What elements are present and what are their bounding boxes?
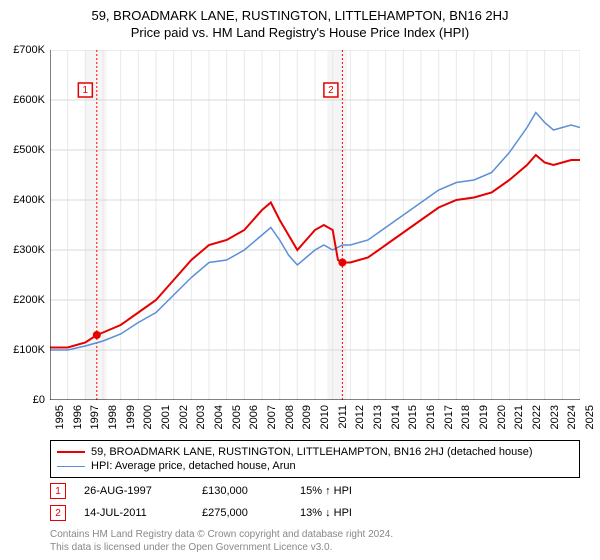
y-tick-label: £300K bbox=[0, 244, 45, 256]
x-tick-label: 2007 bbox=[266, 405, 278, 429]
x-tick-label: 2024 bbox=[566, 405, 578, 429]
chart-area: 12 £0£100K£200K£300K£400K£500K£600K£700K… bbox=[50, 50, 580, 400]
x-tick-label: 2016 bbox=[425, 405, 437, 429]
legend-item-hpi: HPI: Average price, detached house, Arun bbox=[57, 459, 573, 473]
x-tick-label: 2006 bbox=[248, 405, 260, 429]
x-tick-label: 1998 bbox=[107, 405, 119, 429]
y-tick-label: £500K bbox=[0, 144, 45, 156]
svg-text:2: 2 bbox=[328, 85, 334, 96]
x-tick-label: 2000 bbox=[142, 405, 154, 429]
y-tick-label: £600K bbox=[0, 94, 45, 106]
x-tick-label: 2020 bbox=[496, 405, 508, 429]
transaction-1-date: 26-AUG-1997 bbox=[84, 485, 184, 497]
x-tick-label: 1996 bbox=[72, 405, 84, 429]
transaction-2: 2 14-JUL-2011 £275,000 13% ↓ HPI bbox=[50, 502, 352, 524]
footer-line2: This data is licensed under the Open Gov… bbox=[50, 541, 393, 554]
x-tick-label: 2010 bbox=[319, 405, 331, 429]
x-tick-label: 2014 bbox=[390, 405, 402, 429]
transactions: 1 26-AUG-1997 £130,000 15% ↑ HPI 2 14-JU… bbox=[50, 480, 352, 524]
x-tick-label: 2021 bbox=[513, 405, 525, 429]
x-tick-label: 2019 bbox=[478, 405, 490, 429]
transaction-1: 1 26-AUG-1997 £130,000 15% ↑ HPI bbox=[50, 480, 352, 502]
legend-swatch-hpi bbox=[57, 466, 85, 467]
x-tick-label: 1995 bbox=[54, 405, 66, 429]
x-tick-label: 2003 bbox=[195, 405, 207, 429]
legend-item-property: 59, BROADMARK LANE, RUSTINGTON, LITTLEHA… bbox=[57, 445, 573, 459]
title-line2: Price paid vs. HM Land Registry's House … bbox=[0, 25, 600, 40]
y-tick-label: £400K bbox=[0, 194, 45, 206]
transaction-2-delta: 13% ↓ HPI bbox=[300, 507, 352, 519]
marker-badge-2: 2 bbox=[50, 505, 66, 521]
title-block: 59, BROADMARK LANE, RUSTINGTON, LITTLEHA… bbox=[0, 0, 600, 40]
transaction-2-date: 14-JUL-2011 bbox=[84, 507, 184, 519]
legend: 59, BROADMARK LANE, RUSTINGTON, LITTLEHA… bbox=[50, 440, 580, 478]
x-tick-label: 2013 bbox=[372, 405, 384, 429]
x-tick-label: 2025 bbox=[584, 405, 596, 429]
x-tick-label: 2009 bbox=[301, 405, 313, 429]
x-tick-label: 1997 bbox=[89, 405, 101, 429]
x-tick-label: 2002 bbox=[178, 405, 190, 429]
marker-badge-1: 1 bbox=[50, 483, 66, 499]
x-tick-label: 2018 bbox=[460, 405, 472, 429]
footer: Contains HM Land Registry data © Crown c… bbox=[50, 528, 393, 554]
transaction-1-price: £130,000 bbox=[202, 485, 282, 497]
x-tick-label: 2017 bbox=[443, 405, 455, 429]
y-tick-label: £0 bbox=[0, 394, 45, 406]
transaction-2-price: £275,000 bbox=[202, 507, 282, 519]
x-tick-label: 1999 bbox=[125, 405, 137, 429]
x-tick-label: 2001 bbox=[160, 405, 172, 429]
x-tick-label: 2004 bbox=[213, 405, 225, 429]
x-tick-label: 2022 bbox=[531, 405, 543, 429]
svg-text:1: 1 bbox=[83, 85, 89, 96]
x-tick-label: 2012 bbox=[354, 405, 366, 429]
footer-line1: Contains HM Land Registry data © Crown c… bbox=[50, 528, 393, 541]
y-tick-label: £100K bbox=[0, 344, 45, 356]
x-tick-label: 2008 bbox=[284, 405, 296, 429]
chart-container: 59, BROADMARK LANE, RUSTINGTON, LITTLEHA… bbox=[0, 0, 600, 560]
plot-svg: 12 bbox=[50, 50, 580, 400]
y-tick-label: £200K bbox=[0, 294, 45, 306]
x-tick-label: 2015 bbox=[407, 405, 419, 429]
y-tick-label: £700K bbox=[0, 44, 45, 56]
transaction-1-delta: 15% ↑ HPI bbox=[300, 485, 352, 497]
x-tick-label: 2023 bbox=[549, 405, 561, 429]
x-tick-label: 2011 bbox=[337, 405, 349, 429]
legend-swatch-property bbox=[57, 451, 85, 453]
x-tick-label: 2005 bbox=[231, 405, 243, 429]
legend-label-hpi: HPI: Average price, detached house, Arun bbox=[91, 460, 296, 472]
legend-label-property: 59, BROADMARK LANE, RUSTINGTON, LITTLEHA… bbox=[91, 446, 533, 458]
title-line1: 59, BROADMARK LANE, RUSTINGTON, LITTLEHA… bbox=[0, 8, 600, 23]
